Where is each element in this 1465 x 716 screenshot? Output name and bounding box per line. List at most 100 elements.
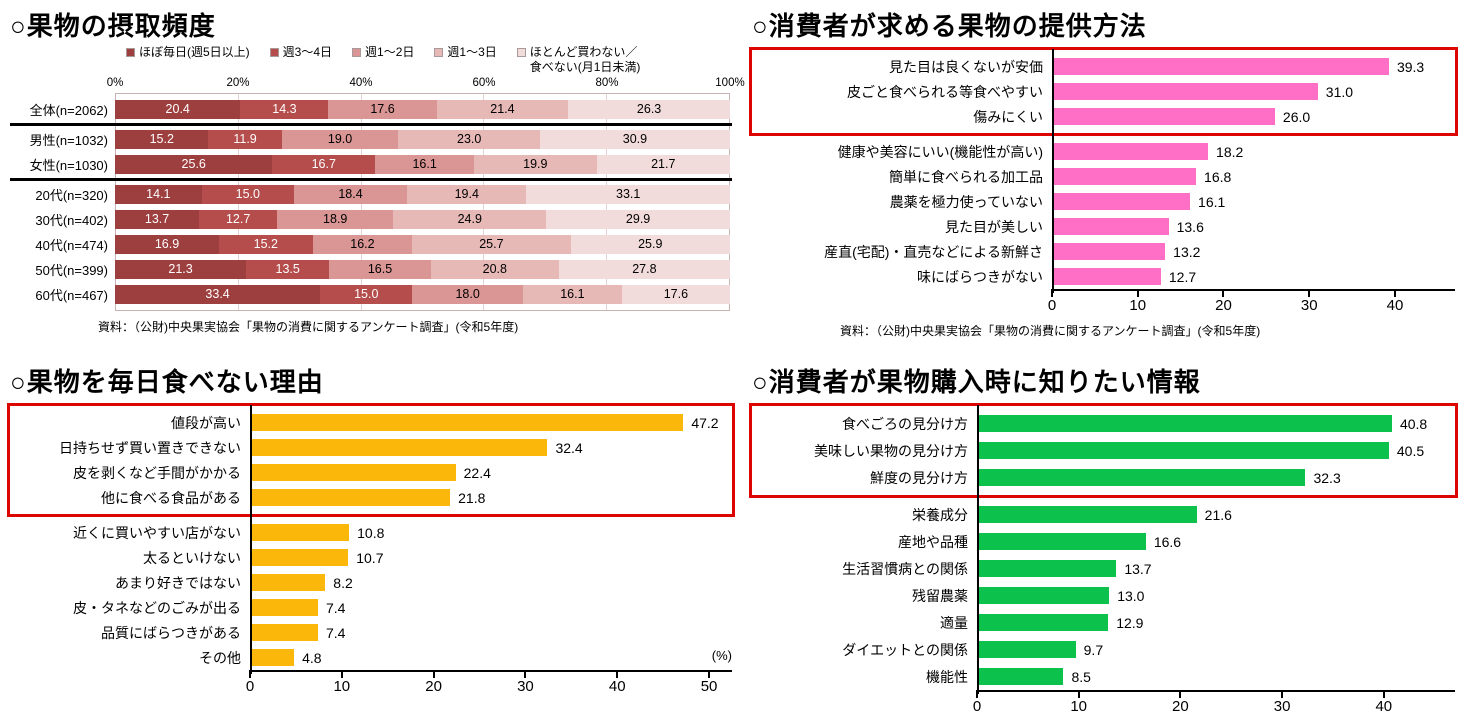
category-label: 見た目は良くないが安価 bbox=[889, 58, 1043, 75]
bar-segment: 12.7 bbox=[199, 210, 278, 229]
quadrant-reasons-not-eating-daily: ○果物を毎日食べない理由 値段が高い 47.2 日持ちせず買い置きできない 32.4 皮… bbox=[0, 356, 742, 704]
bar-segment: 33.1 bbox=[526, 185, 730, 204]
category-label: 健康や美容にいい(機能性が高い) bbox=[837, 143, 1043, 160]
bar bbox=[977, 469, 1306, 486]
legend-label: ほぼ毎日(週5日以上) bbox=[139, 45, 250, 59]
x-axis-tick-labels: 0 10 20 30 40 bbox=[973, 692, 1455, 715]
bar-track: 8.2 bbox=[250, 574, 732, 591]
legend-swatch bbox=[269, 48, 279, 57]
tick-label: 0 bbox=[1047, 297, 1057, 314]
stacked-row: 30代(n=402) 13.7 12.7 18.9 24.9 29.9 bbox=[10, 207, 732, 232]
stacked-bar: 20.4 14.3 17.6 21.4 26.3 bbox=[115, 100, 730, 119]
unit-label: (%) bbox=[711, 648, 732, 663]
quadrant-fruit-intake-frequency: ○果物の摂取頻度 ほぼ毎日(週5日以上) 週3～4日 週1～2日 週1～3日 ほとんど買… bbox=[0, 0, 745, 356]
value-label: 16.6 bbox=[1153, 533, 1182, 550]
category-label: 40代(n=474) bbox=[35, 238, 108, 253]
category-label: 全体(n=2062) bbox=[29, 103, 108, 118]
stacked-row: 20代(n=320) 14.1 15.0 18.4 19.4 33.1 bbox=[10, 182, 732, 207]
bar-track: 39.3 bbox=[1052, 58, 1455, 75]
category-label: 食べごろの見分け方 bbox=[842, 415, 968, 432]
tick-mark bbox=[1136, 289, 1139, 297]
bar bbox=[1052, 168, 1197, 185]
tick-label: 40 bbox=[608, 678, 626, 695]
bar-track: 40.8 bbox=[977, 415, 1455, 432]
intake-plot: 全体(n=2062) 20.4 14.3 17.6 21.4 26.3 男性(n=1032)… bbox=[10, 93, 732, 311]
legend-item: ほぼ毎日(週5日以上) bbox=[126, 45, 250, 75]
bar-row: 健康や美容にいい(機能性が高い) 18.2 bbox=[752, 139, 1455, 164]
value-label: 32.4 bbox=[555, 439, 583, 456]
y-axis-line bbox=[250, 405, 252, 674]
value-label: 9.7 bbox=[1083, 641, 1104, 658]
y-axis-line bbox=[1052, 49, 1054, 293]
legend-label: 週3～4日 bbox=[282, 45, 333, 59]
reasons-chart: 値段が高い 47.2 日持ちせず買い置きできない 32.4 皮を剥くなど手間がかかる 22… bbox=[7, 403, 735, 696]
tick-mark bbox=[249, 670, 251, 678]
axis-tick-label: 80% bbox=[595, 77, 619, 89]
bar-segment: 16.2 bbox=[312, 235, 413, 254]
bar-segment: 25.9 bbox=[570, 235, 730, 254]
bar-segment: 15.2 bbox=[115, 130, 209, 149]
stacked-bar: 13.7 12.7 18.9 24.9 29.9 bbox=[115, 210, 730, 229]
bar-row: 簡単に食べられる加工品 16.8 bbox=[752, 164, 1455, 189]
bar bbox=[1052, 108, 1275, 125]
bar-segment: 13.5 bbox=[246, 260, 330, 279]
bar bbox=[1052, 143, 1209, 160]
bar bbox=[250, 439, 548, 456]
x-axis-tick-labels: 0 10 20 30 40 50 bbox=[246, 672, 732, 695]
bar bbox=[977, 668, 1064, 685]
bar-row: 産直(宅配)・直売などによる新鮮さ 13.2 bbox=[752, 239, 1455, 264]
bar-track: 12.7 bbox=[1052, 268, 1455, 285]
bar-row: 生活習慣病との関係 13.7 bbox=[752, 555, 1455, 582]
bar-segment: 25.7 bbox=[412, 235, 571, 254]
category-label: 60代(n=467) bbox=[35, 288, 108, 303]
bar-track: 4.8 bbox=[250, 649, 732, 666]
bar-row: 日持ちせず買い置きできない 32.4 bbox=[10, 435, 732, 460]
tick-label: 20 bbox=[1215, 297, 1232, 314]
x-axis-tick-labels: 0 10 20 30 40 bbox=[1048, 291, 1455, 314]
bar-segment: 18.4 bbox=[293, 185, 408, 204]
tick-label: 40 bbox=[1386, 297, 1404, 314]
legend-item: 週1～3日 bbox=[434, 45, 497, 75]
value-label: 26.0 bbox=[1282, 108, 1311, 125]
category-label: 残留農薬 bbox=[912, 587, 968, 604]
legend-label: 週1～2日 bbox=[365, 45, 415, 59]
bar-row: 傷みにくい 26.0 bbox=[752, 104, 1455, 129]
stacked-row: 女性(n=1030) 25.6 16.7 16.1 19.9 21.7 bbox=[10, 152, 732, 177]
bar-segment: 19.4 bbox=[407, 185, 527, 204]
bar-row: 皮を剥くなど手間がかかる 22.4 bbox=[10, 460, 732, 485]
bar-row: 太るといけない 10.7 bbox=[10, 545, 732, 570]
tick-mark bbox=[1393, 289, 1396, 297]
bar-track: 10.8 bbox=[250, 524, 732, 541]
value-label: 8.2 bbox=[333, 574, 353, 591]
quadrant-info-wanted-at-purchase: ○消費者が果物購入時に知りたい情報 食べごろの見分け方 40.8 美味しい果物の見分… bbox=[742, 356, 1465, 715]
category-label: 鮮度の見分け方 bbox=[870, 469, 968, 486]
bar-track: 12.9 bbox=[977, 614, 1455, 631]
bar-segment: 18.0 bbox=[412, 285, 523, 304]
category-label: 栄養成分 bbox=[912, 506, 968, 523]
category-label: 他に食べる食品がある bbox=[101, 489, 241, 506]
category-label: 皮を剥くなど手間がかかる bbox=[73, 464, 241, 481]
value-label: 39.3 bbox=[1396, 58, 1425, 75]
bar-row: 皮・タネなどのごみが出る 7.4 bbox=[10, 595, 732, 620]
value-label: 47.2 bbox=[691, 414, 719, 431]
bar-track: 32.4 bbox=[250, 439, 732, 456]
info-chart: 食べごろの見分け方 40.8 美味しい果物の見分け方 40.5 鮮度の見分け方 32.3 栄… bbox=[749, 403, 1458, 716]
category-label: 男性(n=1032) bbox=[29, 133, 108, 148]
tick-label: 10 bbox=[1129, 297, 1147, 314]
bar-segment: 21.7 bbox=[596, 155, 730, 174]
value-label: 40.8 bbox=[1399, 415, 1428, 432]
bar-segment: 16.9 bbox=[115, 235, 220, 254]
info-x-axis: 0 10 20 30 40 bbox=[973, 690, 1455, 716]
stacked-bar: 16.9 15.2 16.2 25.7 25.9 bbox=[115, 235, 730, 254]
tick-mark bbox=[1077, 690, 1080, 698]
bar-track: 32.3 bbox=[977, 469, 1455, 486]
category-label: あまり好きではない bbox=[115, 574, 241, 591]
bar bbox=[1052, 243, 1166, 260]
category-label: 傷みにくい bbox=[973, 108, 1043, 125]
category-label: 見た目が美しい bbox=[945, 218, 1043, 235]
legend-label: 週1～3日 bbox=[447, 45, 497, 59]
tick-mark bbox=[1179, 690, 1182, 698]
tick-label: 10 bbox=[333, 678, 351, 695]
tick-label: 30 bbox=[517, 678, 534, 695]
